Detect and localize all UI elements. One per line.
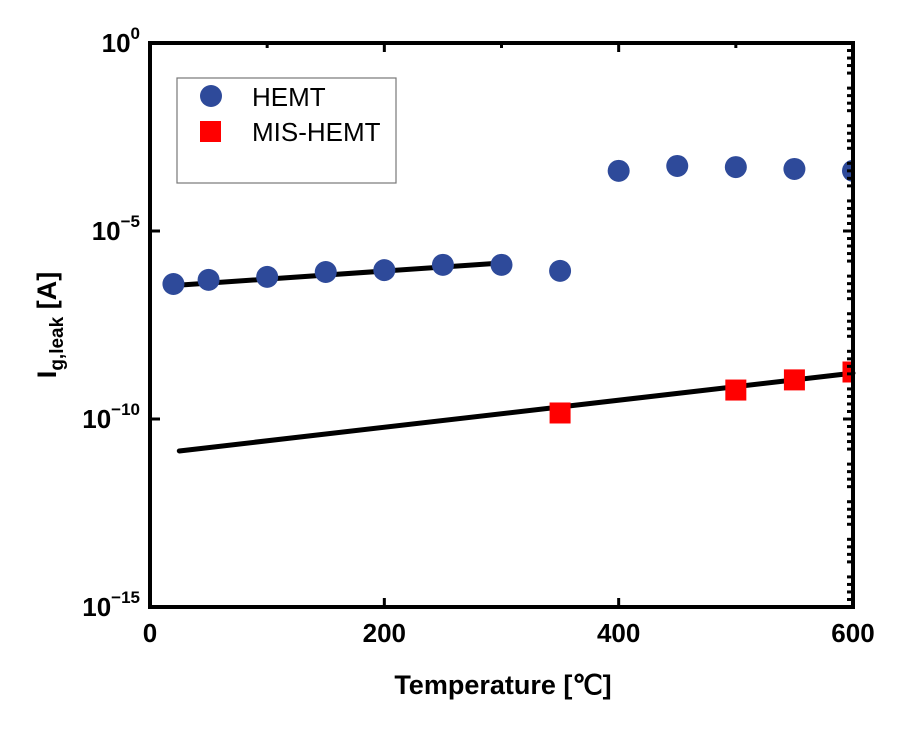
data-point-hemt xyxy=(431,253,454,276)
data-point-mis-hemt xyxy=(725,379,747,401)
y-tick-label-base: 10 xyxy=(92,216,121,246)
x-tick-label: 0 xyxy=(143,618,157,648)
fit-lines xyxy=(176,260,856,454)
data-points xyxy=(162,154,853,424)
y-tick-label-exponent: 0 xyxy=(131,24,140,43)
x-tick-labels: 0 200 400 600 xyxy=(143,618,875,648)
y-tick-label: 10−5 xyxy=(92,212,140,246)
y-axis-title-unit: [A] xyxy=(32,272,62,317)
y-tick-label: 10−15 xyxy=(82,588,140,622)
data-point-mis-hemt xyxy=(549,402,571,424)
y-axis-title-main: I xyxy=(32,371,62,379)
x-tick-label: 600 xyxy=(831,618,874,648)
data-point-hemt xyxy=(724,156,747,179)
data-point-hemt xyxy=(197,268,220,291)
x-axis-title: Temperature [℃] xyxy=(394,670,611,700)
legend: HEMT MIS-HEMT xyxy=(176,77,397,184)
x-tick-label: 400 xyxy=(597,618,640,648)
data-point-mis-hemt xyxy=(842,361,853,383)
y-tick-label-base: 10 xyxy=(82,404,111,434)
y-tick-label-exponent: −5 xyxy=(121,212,140,231)
legend-label-mis-hemt: MIS-HEMT xyxy=(252,117,381,147)
fit-line xyxy=(176,370,856,454)
data-point-hemt xyxy=(490,253,513,276)
y-tick-label-base: 10 xyxy=(82,592,111,622)
x-tick-label: 200 xyxy=(363,618,406,648)
y-tick-label-exponent: −10 xyxy=(111,400,140,419)
data-point-hemt xyxy=(162,273,185,296)
legend-marker-hemt xyxy=(200,85,222,107)
legend-marker-mis-hemt xyxy=(200,121,221,142)
data-point-hemt xyxy=(783,157,806,180)
data-point-hemt xyxy=(666,154,689,177)
svg-text:Ig,leak [A]: Ig,leak [A] xyxy=(32,272,68,378)
data-point-mis-hemt xyxy=(783,369,805,391)
axis-ticks xyxy=(148,41,855,609)
y-tick-label-base: 10 xyxy=(102,28,131,58)
y-tick-label: 10−10 xyxy=(82,400,140,434)
data-point-hemt xyxy=(549,259,572,282)
data-point-hemt xyxy=(314,260,337,283)
y-tick-label: 100 xyxy=(102,24,140,58)
y-axis-title-subscript: g,leak xyxy=(47,316,68,370)
data-point-hemt xyxy=(373,259,396,282)
legend-label-hemt: HEMT xyxy=(252,82,326,112)
data-point-hemt xyxy=(256,265,279,288)
data-point-hemt xyxy=(607,159,630,182)
y-axis-title: Ig,leak [A] xyxy=(32,272,68,378)
y-tick-label-exponent: −15 xyxy=(111,588,140,607)
